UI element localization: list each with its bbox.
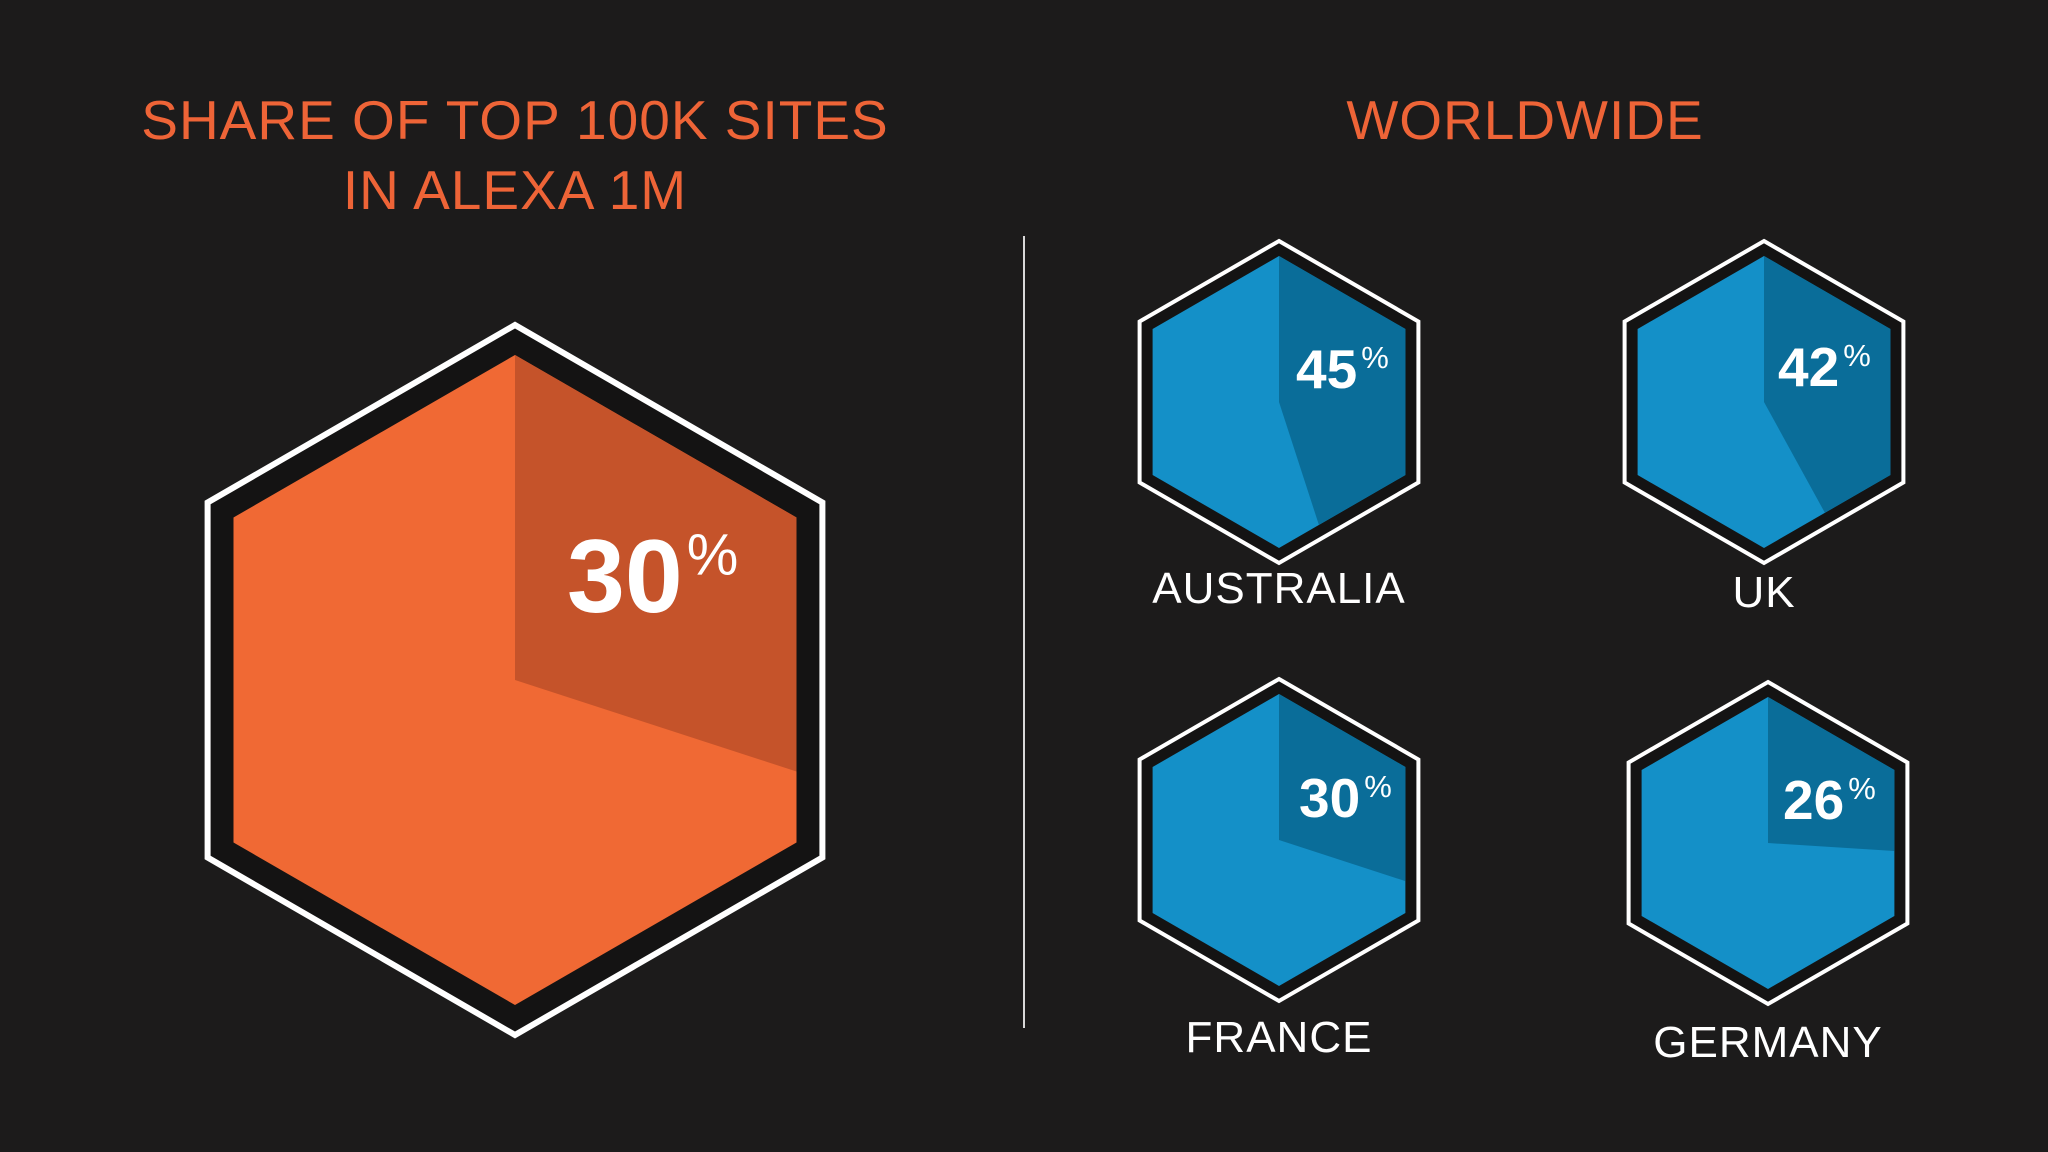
country-hexagon-germany-share-slice — [1768, 697, 1895, 851]
country-label-uk: UK — [1732, 568, 1795, 617]
country-hexagon-france-value-label: 30% — [1299, 767, 1392, 829]
country-hexagon-australia: 45% — [1137, 238, 1421, 566]
country-hexagon-germany: 26% — [1626, 679, 1910, 1007]
country-hexagon-uk-share-slice — [1764, 256, 1891, 513]
country-hexagon-germany-value-label: 26% — [1783, 769, 1876, 831]
country-hexagon-uk-value-label: 42% — [1778, 336, 1871, 398]
country-hexagon-australia-share-slice — [1279, 256, 1406, 525]
country-label-france: FRANCE — [1186, 1013, 1373, 1062]
main-chart-title-line-2: IN ALEXA 1M — [342, 159, 688, 221]
main-hexagon-chart-share-slice — [515, 355, 797, 772]
section-divider — [1023, 236, 1025, 1028]
country-label-germany: GERMANY — [1653, 1018, 1882, 1067]
country-hexagon-uk: 42% — [1622, 238, 1906, 566]
worldwide-title: WORLDWIDE — [1346, 89, 1704, 151]
country-hexagon-france: 30% — [1137, 676, 1421, 1004]
main-chart-title: SHARE OF TOP 100K SITES IN ALEXA 1M — [0, 85, 1030, 225]
main-hexagon-chart-value-label: 30% — [567, 519, 738, 635]
main-hexagon-chart: 30% — [204, 321, 826, 1039]
main-chart-title-line-1: SHARE OF TOP 100K SITES — [141, 89, 889, 151]
country-hexagon-australia-value-label: 45% — [1296, 338, 1389, 400]
country-hexagon-france-share-slice — [1279, 694, 1406, 882]
country-label-australia: AUSTRALIA — [1152, 564, 1406, 613]
